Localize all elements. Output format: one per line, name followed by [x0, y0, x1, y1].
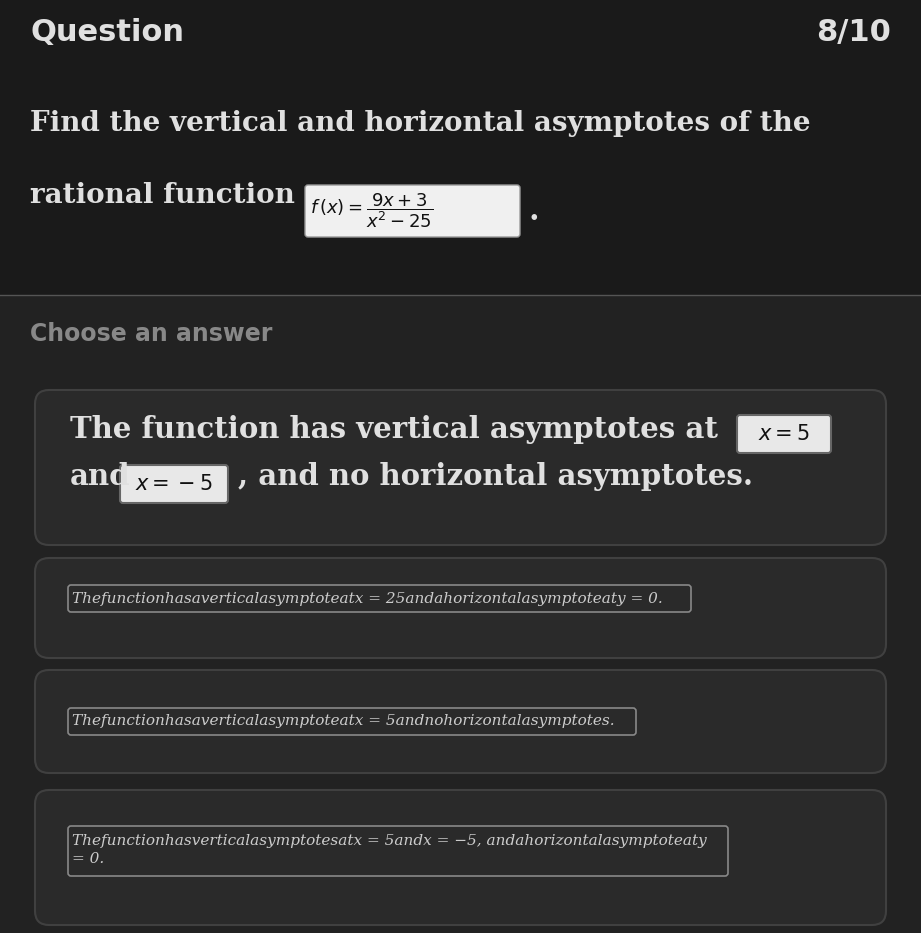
Text: Thefunctionhasverticalasymptotesatx = 5andx = −5, andahorizontalasymptoteaty: Thefunctionhasverticalasymptotesatx = 5a…	[72, 834, 706, 848]
FancyBboxPatch shape	[35, 390, 886, 545]
FancyBboxPatch shape	[0, 295, 921, 933]
Text: $x = 5$: $x = 5$	[758, 424, 810, 444]
Text: $x = -5$: $x = -5$	[135, 474, 213, 494]
FancyBboxPatch shape	[35, 558, 886, 658]
Text: rational function: rational function	[30, 182, 295, 209]
Text: Question: Question	[30, 18, 184, 47]
Text: Thefunctionhasaverticalasymptoteatx = 25andahorizontalasymptoteaty = 0.: Thefunctionhasaverticalasymptoteatx = 25…	[72, 592, 663, 606]
Text: Thefunctionhasaverticalasymptoteatx = 5andnohorizontalasymptotes.: Thefunctionhasaverticalasymptoteatx = 5a…	[72, 715, 614, 729]
Text: 8/10: 8/10	[816, 18, 891, 47]
Text: The function has vertical asymptotes at: The function has vertical asymptotes at	[70, 415, 718, 444]
Text: = 0.: = 0.	[72, 852, 104, 866]
FancyBboxPatch shape	[35, 790, 886, 925]
Text: Find the vertical and horizontal asymptotes of the: Find the vertical and horizontal asympto…	[30, 110, 810, 137]
Text: , and no horizontal asymptotes.: , and no horizontal asymptotes.	[238, 462, 753, 491]
Text: $f\,(x) = \dfrac{9x+3}{x^2-25}$: $f\,(x) = \dfrac{9x+3}{x^2-25}$	[310, 191, 433, 230]
FancyBboxPatch shape	[305, 185, 520, 237]
Text: and: and	[70, 462, 131, 491]
Text: .: .	[528, 196, 539, 227]
FancyBboxPatch shape	[737, 415, 831, 453]
FancyBboxPatch shape	[35, 670, 886, 773]
Text: Choose an answer: Choose an answer	[30, 322, 273, 346]
FancyBboxPatch shape	[120, 465, 228, 503]
